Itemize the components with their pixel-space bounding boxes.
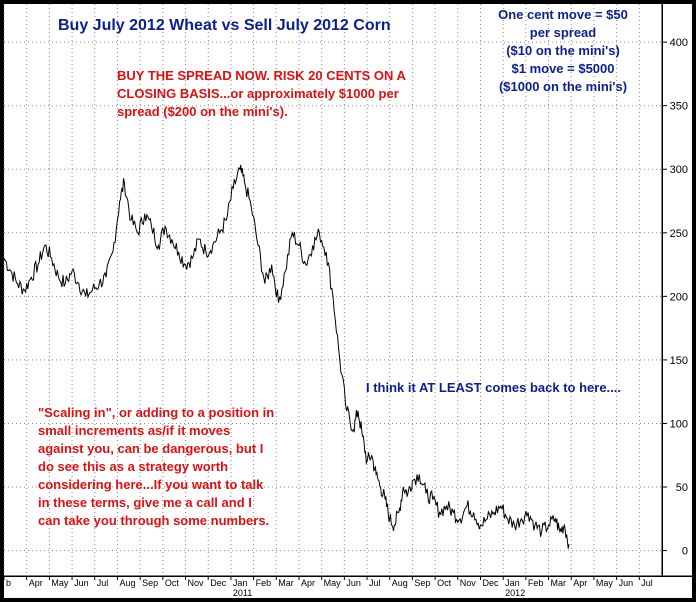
- x-tick-label: Jul: [641, 578, 653, 588]
- y-tick-label: 200: [670, 291, 688, 303]
- x-tick-label: Nov: [188, 578, 205, 588]
- x-tick-label: Jul: [369, 578, 381, 588]
- y-axis-ticks: 0 50 100 150 200 250 300 350 400: [661, 4, 688, 576]
- y-axis-panel: [663, 4, 692, 576]
- x-tick-label: Nov: [460, 578, 477, 588]
- x-tick-label: Dec: [482, 578, 499, 588]
- target-note: I think it AT LEAST comes back to here..…: [366, 380, 621, 395]
- x-tick-label: Apr: [573, 578, 587, 588]
- y-tick-label: 300: [670, 164, 688, 176]
- x-tick-label: Aug: [119, 578, 135, 588]
- y-tick-label: 100: [670, 418, 688, 430]
- x-tick-label: Jan: [505, 578, 520, 588]
- gridlines: [3, 4, 662, 576]
- y-tick-label: 250: [670, 228, 688, 240]
- y-tick-label: 400: [670, 37, 688, 49]
- x-tick-label: May: [596, 578, 614, 588]
- spread-series-line: [3, 164, 570, 549]
- x-tick-label: Aug: [392, 578, 408, 588]
- x-tick-label: Jun: [346, 578, 361, 588]
- x-tick-label: Jun: [619, 578, 634, 588]
- x-tick-label: Sep: [414, 578, 430, 588]
- x-tick-label: May: [324, 578, 342, 588]
- x-tick-label: Feb: [256, 578, 272, 588]
- x-tick-label: Oct: [437, 578, 452, 588]
- x-tick-label: Apr: [29, 578, 43, 588]
- y-tick-label: 0: [682, 546, 688, 558]
- y-tick-label: 50: [676, 482, 688, 494]
- x-tick-label: Dec: [210, 578, 227, 588]
- x-axis-panel: [4, 577, 692, 598]
- plot-area: [4, 4, 662, 576]
- x-tick-label: Jan: [233, 578, 248, 588]
- x-tick-label: Jun: [74, 578, 89, 588]
- buy-recommendation-note: BUY THE SPREAD NOW. RISK 20 CENTS ON A C…: [117, 68, 406, 119]
- x-tick-label: May: [51, 578, 69, 588]
- y-tick-label: 350: [670, 101, 688, 113]
- x-tick-label: Mar: [278, 578, 294, 588]
- x-year-label: 2011: [233, 588, 252, 598]
- x-tick-label: Mar: [551, 578, 567, 588]
- x-tick-label: Oct: [165, 578, 180, 588]
- y-tick-label: 150: [670, 355, 688, 367]
- x-tick-label: b: [6, 578, 11, 588]
- x-year-label: 2012: [505, 588, 525, 598]
- x-tick-label: Sep: [142, 578, 158, 588]
- x-axis-ticks: b Apr May Jun Jul Aug Sep Oct Nov Dec Jan Feb Mar Apr…: [3, 575, 692, 598]
- contract-size-note: One cent move = $50 per spread ($10 on t…: [498, 7, 628, 94]
- chart-title: Buy July 2012 Wheat vs Sell July 2012 Co…: [58, 17, 391, 34]
- scaling-in-note: "Scaling in", or adding to a position in…: [38, 405, 275, 528]
- x-tick-label: Feb: [528, 578, 544, 588]
- x-tick-label: Apr: [301, 578, 315, 588]
- x-tick-label: Jul: [97, 578, 109, 588]
